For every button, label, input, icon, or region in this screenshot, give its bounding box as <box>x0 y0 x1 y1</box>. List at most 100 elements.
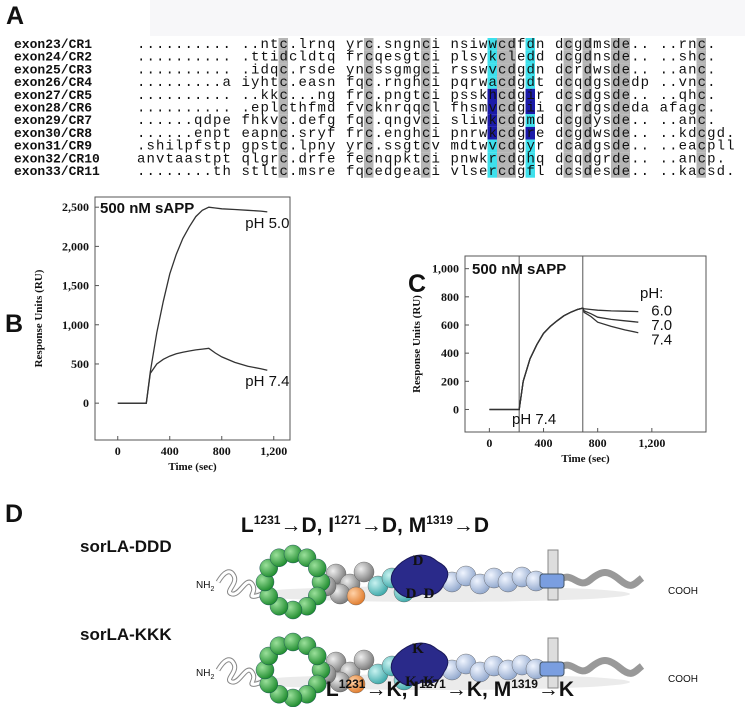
residue-shade <box>497 139 507 153</box>
residue-shade <box>620 88 630 102</box>
residue-shade <box>620 38 630 51</box>
residue-shade <box>620 101 630 115</box>
n-terminus-sub: 2 <box>210 586 214 593</box>
mutated-residue: D <box>413 553 424 569</box>
residue-shade <box>487 38 497 51</box>
x-tick-label: 1,200 <box>638 436 665 450</box>
substitution: →K, <box>446 678 494 701</box>
residue-shade <box>421 76 431 89</box>
residue-shade <box>487 114 497 127</box>
phase-label: pH 7.4 <box>512 411 556 428</box>
residue-shade <box>487 76 497 89</box>
residue-shade <box>563 165 573 178</box>
residue-shade <box>525 114 535 127</box>
position: 1231 <box>339 677 366 691</box>
residue-shade <box>506 101 516 115</box>
row-name: exon31/CR9 <box>14 139 92 154</box>
residue-shade <box>582 152 592 165</box>
series-line <box>489 307 639 411</box>
n-terminus: NH2 <box>196 668 214 681</box>
residue-shade <box>620 114 630 127</box>
x-tick-label: 0 <box>115 444 121 458</box>
row-name: exon29/CR7 <box>14 113 92 128</box>
series-label: pH 5.0 <box>245 215 289 232</box>
sequence: .........a iyhtc.easn fqc.rnghci pqrwacd… <box>137 75 717 91</box>
n-terminus: NH2 <box>196 580 214 593</box>
residue-shade <box>525 152 535 165</box>
residue-shade <box>582 165 592 178</box>
x-tick-label: 1,200 <box>260 444 287 458</box>
y-axis-label: Response Units (RU) <box>411 295 423 393</box>
y-tick-label: 400 <box>441 346 459 360</box>
position: 1271 <box>334 513 361 527</box>
position: 1319 <box>426 513 453 527</box>
series-line <box>489 307 639 411</box>
residue-shade <box>696 50 706 64</box>
residue-shade <box>696 114 706 127</box>
propeptide-core <box>216 570 273 598</box>
residue-shade <box>563 76 573 89</box>
row-name: exon23/CR1 <box>14 37 92 52</box>
residue-shade <box>696 76 706 89</box>
y-tick-label: 600 <box>441 318 459 332</box>
residue-shade <box>525 101 535 115</box>
panel-label: D <box>5 500 23 528</box>
residue-shade <box>611 76 621 89</box>
residue-shade <box>525 76 535 89</box>
residue-shade <box>620 126 630 140</box>
y-tick-label: 800 <box>441 290 459 304</box>
residue-shade <box>506 114 516 127</box>
construct-name: sorLA-DDD <box>80 537 172 556</box>
sequence: .......... ..ntc.lrnq yrc.sngnci nsiwwcd… <box>137 37 717 53</box>
substitution: →K <box>538 678 574 701</box>
residue-shade <box>364 63 374 77</box>
module-bead <box>353 561 375 583</box>
residue-shade <box>497 50 507 64</box>
x-tick-label: 800 <box>213 444 231 458</box>
residue-shade <box>421 126 431 140</box>
residue-shade <box>696 63 706 77</box>
residue-shade <box>364 88 374 102</box>
residue-shade <box>497 114 507 127</box>
series-label: pH 7.4 <box>245 373 289 390</box>
residue-shade <box>506 165 516 178</box>
residue-shade <box>421 88 431 102</box>
mutated-module <box>390 554 449 598</box>
sequence: ......enpt eapnc.sryf frc.enghci pnrwkcd… <box>137 126 736 142</box>
mutated-module <box>390 642 449 686</box>
residue-shade <box>611 152 621 165</box>
residue-shade <box>611 101 621 115</box>
tail <box>557 657 645 677</box>
residue-shade <box>563 88 573 102</box>
residue-shade <box>696 126 706 140</box>
residue-shade <box>582 139 592 153</box>
residue: M <box>409 514 427 537</box>
residue-shade <box>497 101 507 115</box>
residue-shade <box>582 126 592 140</box>
y-tick-label: 2,500 <box>62 200 89 214</box>
c-terminus: COOH <box>668 586 698 597</box>
x-axis-label: Time (sec) <box>561 453 610 465</box>
row-name: exon30/CR8 <box>14 126 92 141</box>
x-tick-label: 400 <box>535 436 553 450</box>
residue-shade <box>563 139 573 153</box>
residue-shade <box>611 38 621 51</box>
residue-shade <box>611 50 621 64</box>
module-bead <box>346 674 366 694</box>
residue-shade <box>506 126 516 140</box>
residue-shade <box>278 114 288 127</box>
residue-shade <box>611 165 621 178</box>
residue-shade <box>278 76 288 89</box>
residue-shade <box>278 152 288 165</box>
residue-shade <box>278 126 288 140</box>
residue-shade <box>506 88 516 102</box>
residue-shade <box>487 126 497 140</box>
n-terminus-sub: 2 <box>210 674 214 681</box>
series-label: 7.0 <box>651 317 672 334</box>
residue-shade <box>364 76 374 89</box>
x-tick-label: 800 <box>589 436 607 450</box>
mutated-residue: K <box>412 641 424 657</box>
residue-shade <box>611 114 621 127</box>
row-name: exon24/CR2 <box>14 50 92 65</box>
